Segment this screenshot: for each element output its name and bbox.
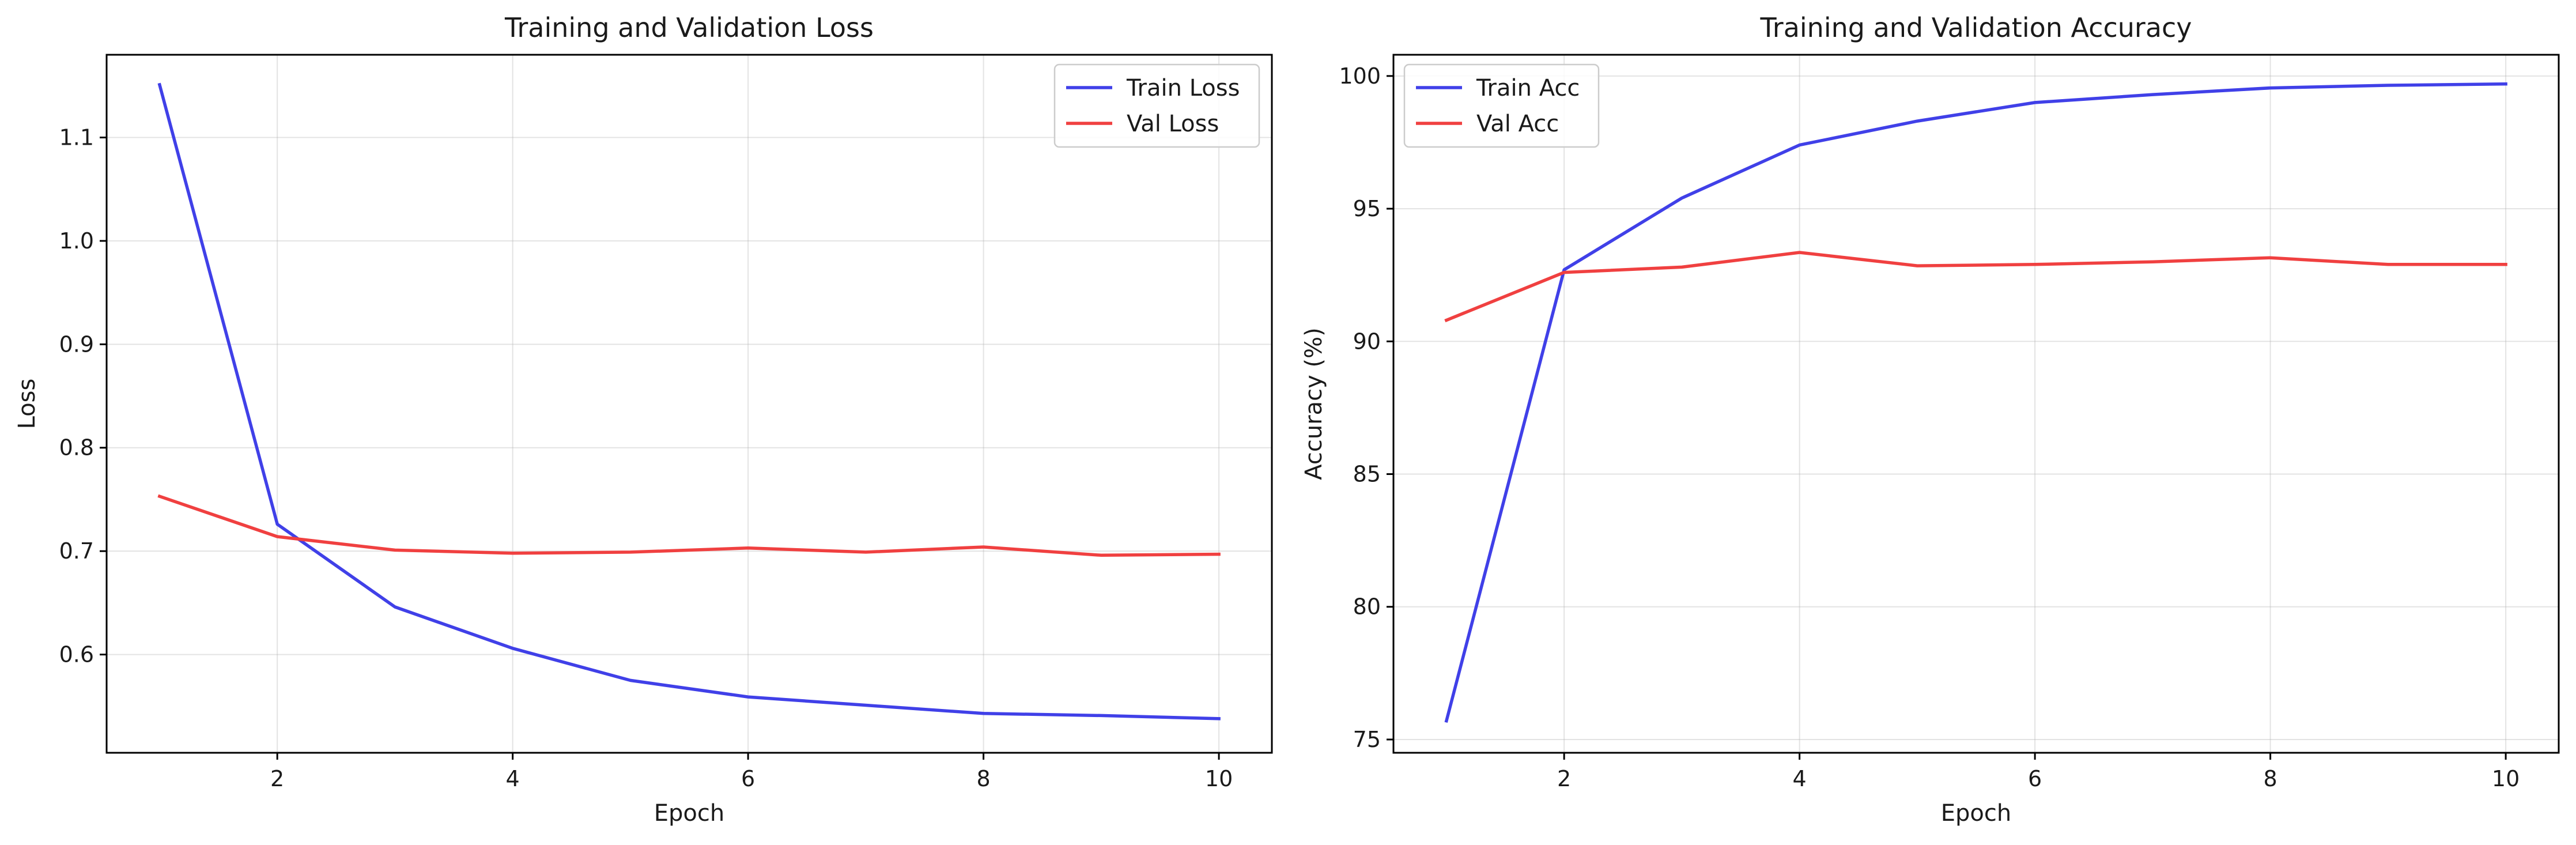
plot-area [1393, 55, 2559, 753]
chart-title: Training and Validation Accuracy [1759, 12, 2192, 43]
legend-label: Train Acc [1476, 75, 1580, 101]
y-tick-label: 1.1 [59, 125, 94, 150]
x-tick-label: 4 [506, 766, 520, 791]
legend-box [1053, 63, 1260, 148]
y-tick-label: 80 [1353, 594, 1381, 620]
y-tick-label: 0.6 [59, 642, 94, 667]
x-tick-label: 2 [270, 766, 284, 791]
y-tick-label: 75 [1353, 727, 1381, 752]
x-tick-label: 6 [741, 766, 755, 791]
loss-chart: 2 4 6 8 10 0.6 0.7 0.8 0.9 1.0 1.1 Training and Val… [14, 12, 1273, 827]
x-tick-label: 10 [1205, 766, 1233, 791]
axes-frame [1392, 54, 2560, 754]
y-tick-label: 1.0 [59, 228, 94, 254]
x-axis-label: Epoch [1941, 800, 2011, 827]
y-tick-label: 100 [1339, 63, 1381, 89]
legend: Train Loss Val Loss [1053, 63, 1260, 148]
legend-label: Train Loss [1126, 75, 1240, 101]
legend-label: Val Loss [1127, 111, 1219, 137]
chart-title: Training and Validation Loss [504, 12, 874, 43]
y-tick-label: 0.8 [59, 435, 94, 461]
y-tick-label: 90 [1353, 329, 1381, 354]
axes-frame [105, 54, 1273, 754]
accuracy-chart: 2 4 6 8 10 75 80 85 90 95 100 Training and Validati… [1301, 12, 2560, 827]
legend-box [1403, 63, 1600, 148]
y-axis-label: Accuracy (%) [1301, 327, 1327, 480]
series-line-train-loss [157, 82, 1221, 720]
series-line-val-acc [1444, 251, 2507, 323]
x-tick-label: 2 [1557, 766, 1571, 791]
x-tick-label: 6 [2028, 766, 2042, 791]
y-tick-label: 95 [1353, 196, 1381, 221]
y-tick-label: 0.7 [59, 538, 94, 564]
x-axis-label: Epoch [654, 800, 724, 827]
legend-label: Val Acc [1476, 111, 1559, 137]
x-tick-label: 8 [977, 766, 991, 791]
series-line-train-acc [1444, 82, 2507, 723]
plot-area [107, 55, 1272, 753]
legend: Train Acc Val Acc [1403, 63, 1600, 148]
series-line-val-loss [157, 494, 1221, 557]
y-axis-label: Loss [14, 379, 40, 429]
x-tick-label: 8 [2264, 766, 2277, 791]
y-tick-label: 85 [1353, 462, 1381, 487]
x-tick-label: 4 [1793, 766, 1807, 791]
x-tick-label: 10 [2492, 766, 2520, 791]
y-tick-label: 0.9 [59, 331, 94, 357]
